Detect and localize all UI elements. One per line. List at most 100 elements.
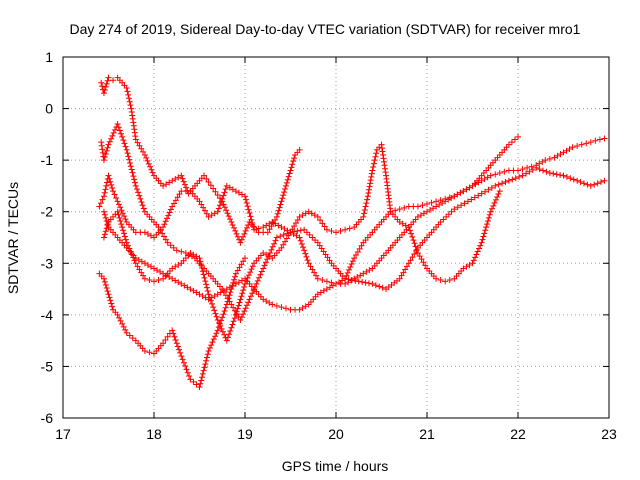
data-point: [487, 172, 494, 179]
data-point: [223, 337, 230, 344]
interp-point: [113, 194, 120, 201]
data-point: [437, 219, 444, 226]
interp-point: [413, 246, 420, 253]
data-point: [305, 260, 312, 267]
interp-point: [477, 242, 484, 249]
interp-point: [190, 287, 197, 294]
interp-point: [236, 299, 243, 306]
y-tick-labels: -6 -5 -4 -3 -2 -1 0 1: [41, 49, 54, 426]
interp-point: [106, 138, 113, 145]
data-point: [351, 255, 358, 262]
interp-point: [353, 252, 360, 259]
data-point: [314, 275, 321, 282]
data-point: [160, 340, 167, 347]
interp-point: [171, 333, 178, 340]
data-point: [505, 141, 512, 148]
interp-point: [302, 303, 309, 310]
interp-point: [232, 227, 239, 234]
interp-point: [370, 160, 377, 167]
interp-point: [143, 154, 150, 161]
interp-point: [103, 179, 110, 186]
interp-point: [592, 137, 599, 144]
interp-point: [179, 356, 186, 363]
interp-point: [481, 230, 488, 237]
data-point: [524, 164, 531, 171]
data-point: [132, 182, 139, 189]
interp-point: [204, 351, 211, 358]
data-point: [551, 154, 558, 161]
interp-point: [233, 230, 240, 237]
interp-point: [247, 213, 254, 220]
interp-point: [286, 170, 293, 177]
interp-point: [211, 210, 218, 217]
interp-point: [567, 175, 574, 182]
interp-point: [288, 164, 295, 171]
interp-point: [118, 221, 125, 228]
interp-point: [219, 328, 226, 335]
y-tick-label: -1: [41, 152, 54, 168]
interp-point: [580, 180, 587, 187]
interp-point: [474, 248, 481, 255]
interp-point: [235, 279, 242, 286]
interp-point: [220, 287, 227, 294]
x-axis-label: GPS time / hours: [282, 458, 389, 474]
interp-point: [197, 258, 204, 265]
interp-point: [133, 186, 140, 193]
interp-point: [346, 225, 353, 232]
interp-point: [482, 188, 489, 195]
interp-point: [409, 233, 416, 240]
interp-point: [183, 366, 190, 373]
interp-point: [406, 227, 413, 234]
interp-point: [237, 296, 244, 303]
interp-point: [448, 208, 455, 215]
interp-point: [511, 136, 518, 143]
interp-point: [275, 222, 282, 229]
y-tick-label: 1: [45, 49, 53, 65]
interp-point: [173, 340, 180, 347]
interp-point: [427, 206, 434, 213]
data-point: [601, 135, 608, 142]
interp-point: [175, 174, 182, 181]
interp-point: [170, 244, 177, 251]
interp-point: [103, 285, 110, 292]
interp-point: [147, 263, 154, 270]
interp-point: [199, 370, 206, 377]
interp-point: [354, 274, 361, 281]
x-tick-label: 21: [419, 426, 435, 442]
interp-point: [359, 278, 366, 285]
interp-point: [287, 167, 294, 174]
interp-point: [420, 210, 427, 217]
interp-point: [289, 226, 296, 233]
data-point: [223, 286, 230, 293]
interp-point: [209, 339, 216, 346]
data-point: [587, 182, 594, 189]
data-point: [141, 260, 148, 267]
interp-point: [263, 298, 270, 305]
interp-point: [115, 211, 122, 218]
data-point: [387, 208, 394, 215]
interp-point: [379, 148, 386, 155]
interp-point: [99, 149, 106, 156]
interp-point: [203, 354, 210, 361]
interp-point: [439, 200, 446, 207]
interp-point: [574, 142, 581, 149]
data-point: [173, 247, 180, 254]
interp-point: [248, 266, 255, 273]
data-point: [323, 286, 330, 293]
data-point: [141, 347, 148, 354]
interp-point: [485, 186, 492, 193]
interp-point: [536, 166, 543, 173]
data-point: [282, 182, 289, 189]
interp-point: [372, 282, 379, 289]
interp-point: [454, 191, 461, 198]
interp-point: [278, 198, 285, 205]
interp-point: [570, 176, 577, 183]
interp-point: [120, 323, 127, 330]
interp-point: [211, 292, 218, 299]
interp-point: [241, 230, 248, 237]
data-point: [196, 384, 203, 391]
interp-point: [139, 202, 146, 209]
interp-point: [293, 232, 300, 239]
interp-point: [239, 290, 246, 297]
data-point: [114, 311, 121, 318]
